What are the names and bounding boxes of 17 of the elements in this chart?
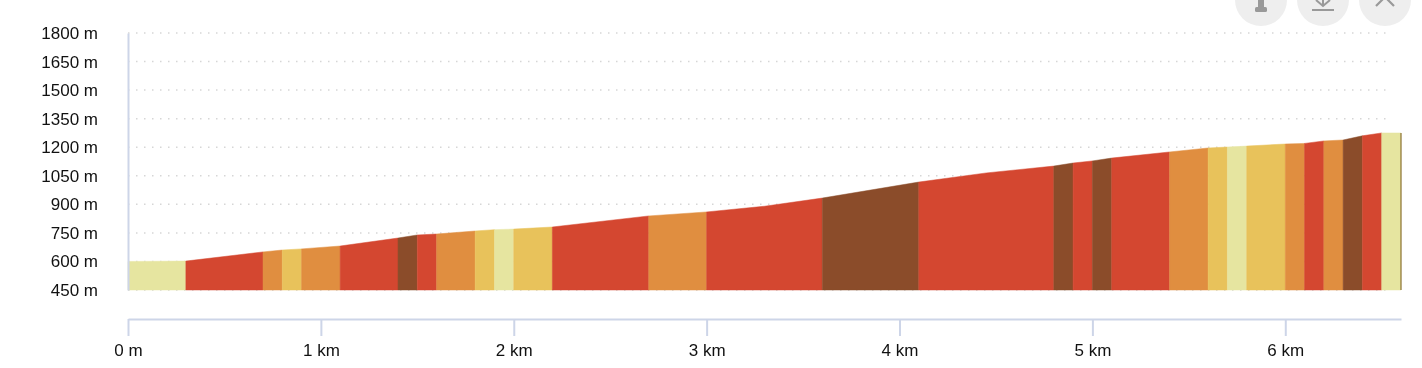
x-tick-label: 1 km (302, 341, 340, 361)
y-tick-label: 1500 m (41, 81, 98, 101)
y-tick-label: 1650 m (41, 52, 98, 72)
y-tick-label: 1200 m (41, 138, 98, 158)
y-tick-label: 900 m (50, 195, 98, 215)
y-tick-label: 750 m (50, 223, 98, 243)
x-tick-label: 3 km (688, 341, 726, 361)
y-tick-label: 1050 m (41, 166, 98, 186)
y-tick-label: 1800 m (41, 23, 98, 43)
x-tick-label: 5 km (1074, 341, 1112, 361)
x-tick-label: 6 km (1267, 341, 1305, 361)
y-tick-label: 600 m (50, 252, 98, 272)
x-tick-label: 2 km (495, 341, 533, 361)
y-tick-label: 450 m (50, 280, 98, 300)
x-tick-label: 0 m (114, 341, 143, 361)
y-tick-label: 1350 m (41, 109, 98, 129)
x-tick-label: 4 km (881, 341, 919, 361)
